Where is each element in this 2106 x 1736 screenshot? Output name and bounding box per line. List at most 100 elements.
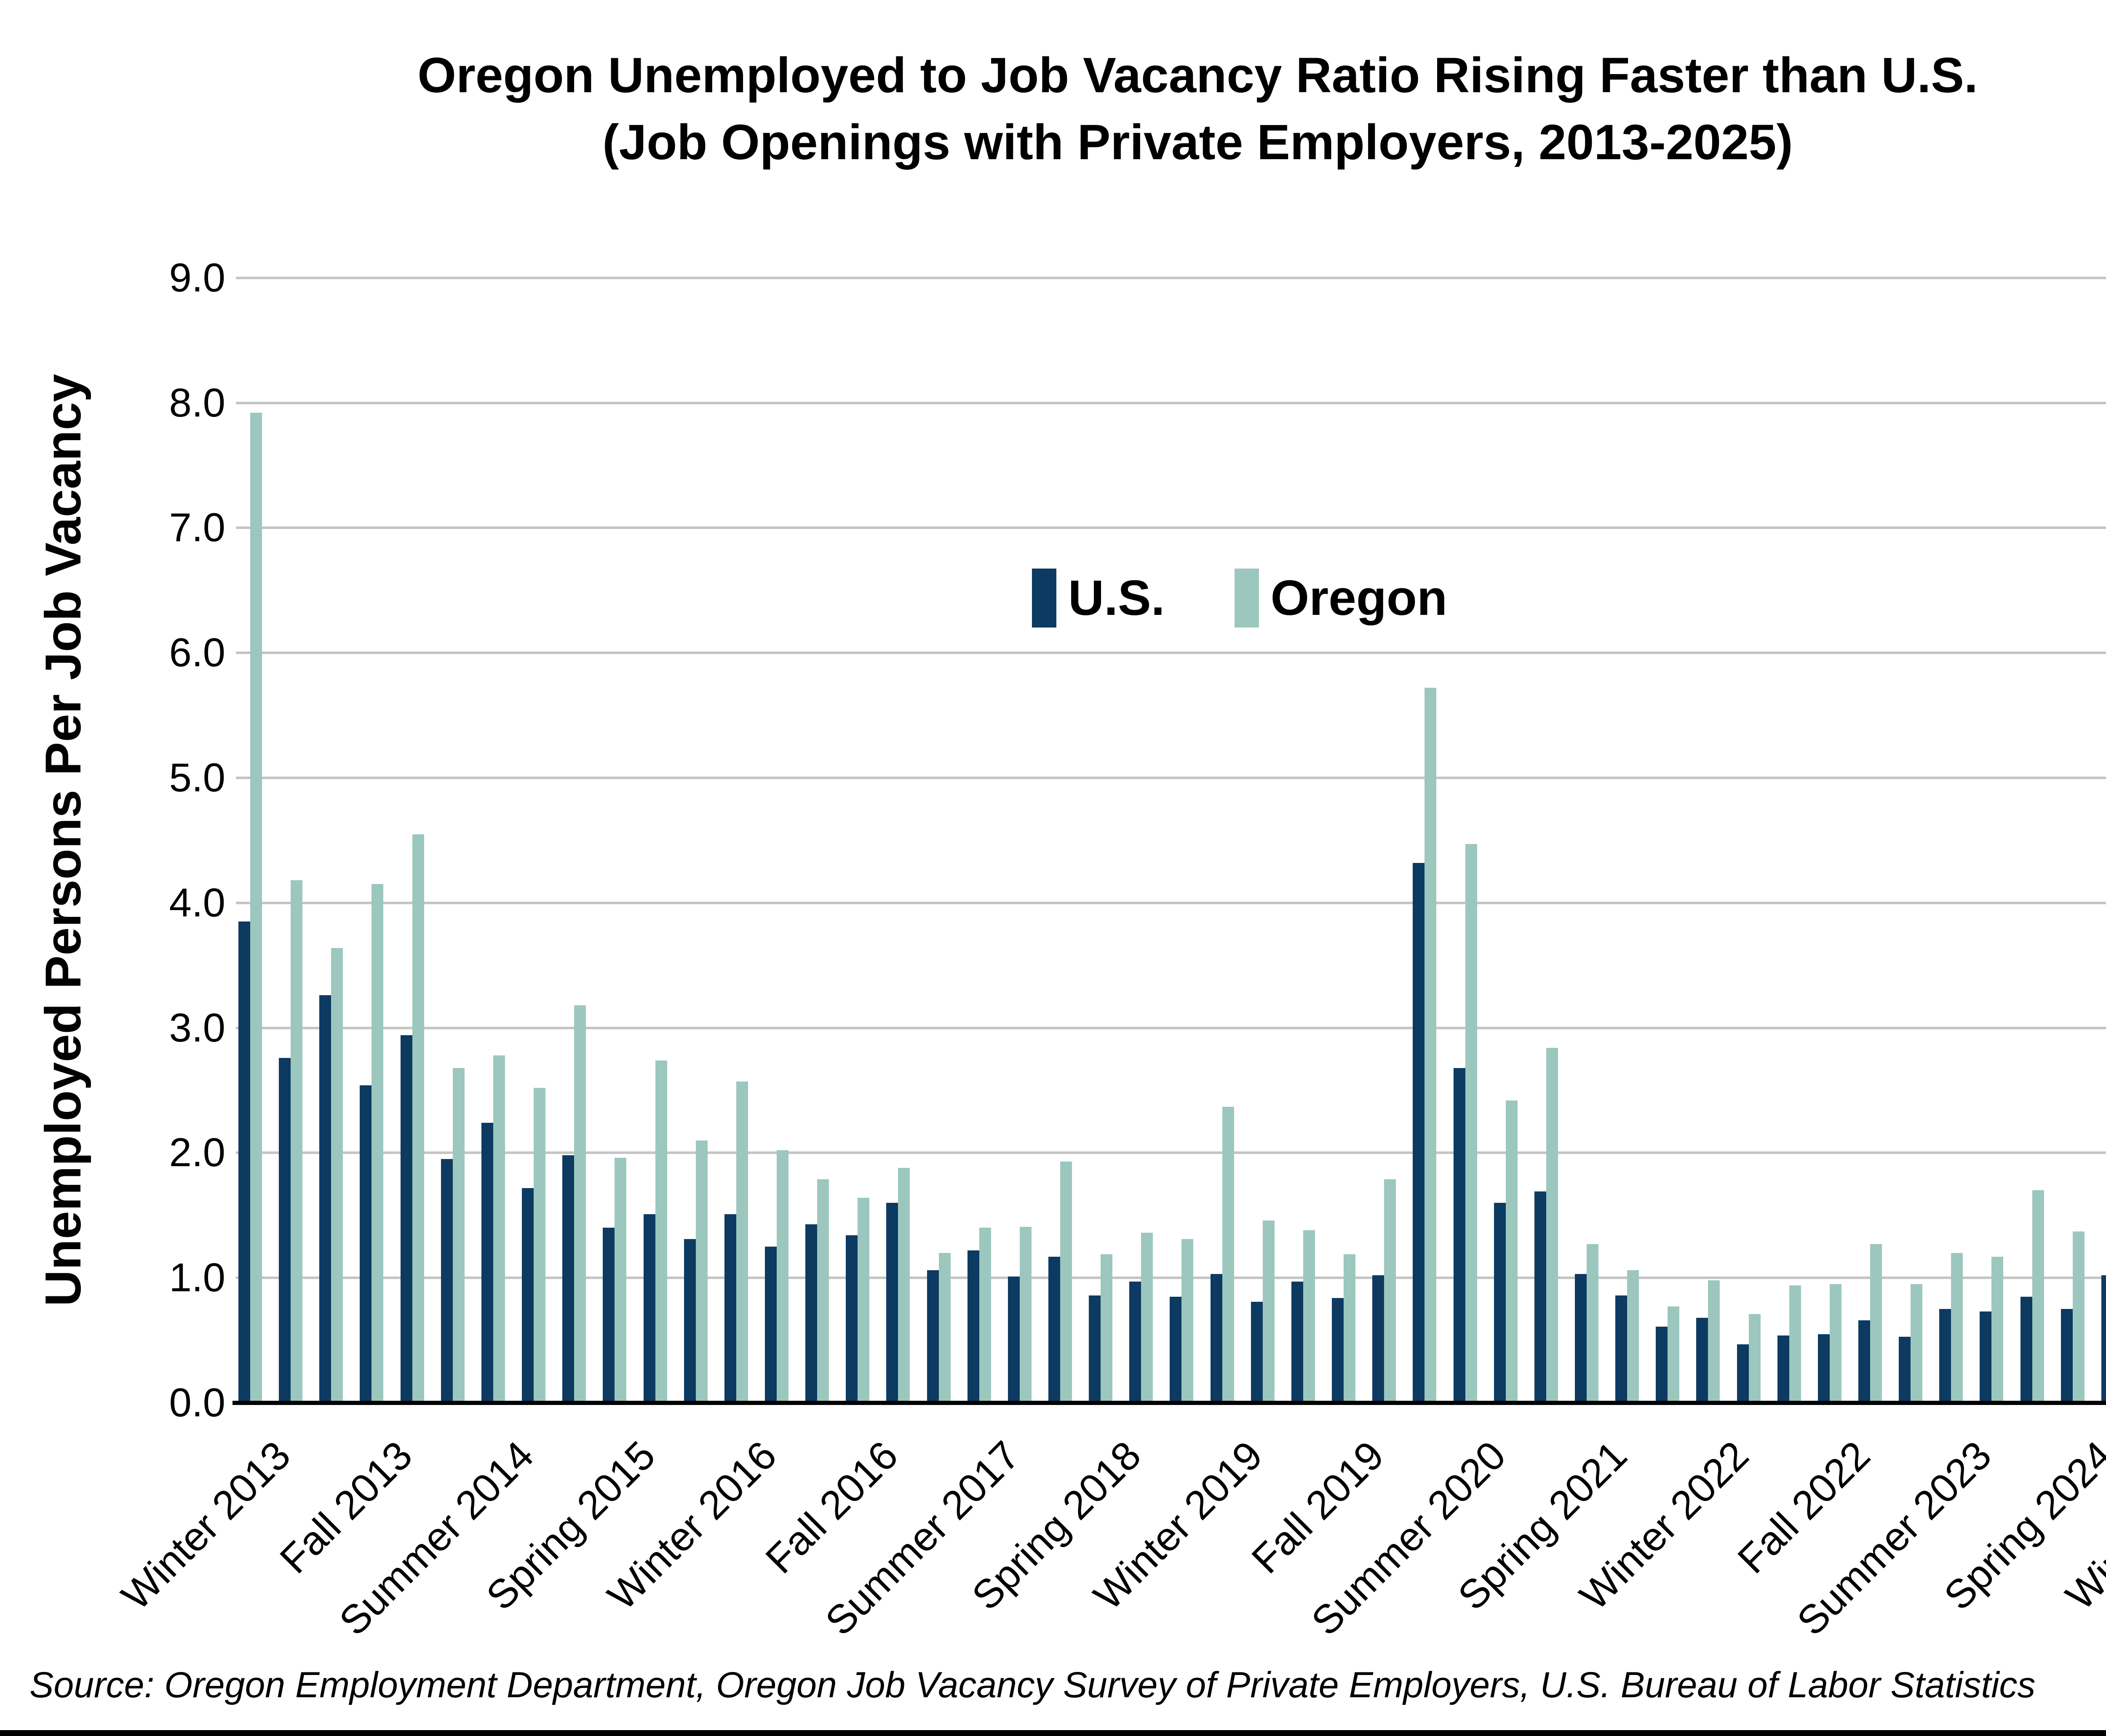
y-tick-label: 3.0 xyxy=(169,1005,225,1050)
bar-oregon xyxy=(1060,1162,1072,1403)
bar-us xyxy=(1817,1334,1830,1403)
bar-us xyxy=(238,921,250,1403)
bar-us xyxy=(1574,1274,1587,1403)
bar-oregon xyxy=(817,1179,829,1403)
gridline xyxy=(236,1277,2106,1279)
bar-us xyxy=(1980,1311,1992,1403)
us-series-swatch xyxy=(1032,569,1056,628)
bar-us xyxy=(562,1155,575,1403)
bar-oregon xyxy=(331,948,343,1403)
bar-us xyxy=(967,1250,979,1403)
chart-title: Oregon Unemployed to Job Vacancy Ratio R… xyxy=(0,42,2106,176)
bar-us xyxy=(684,1239,696,1403)
bar-us xyxy=(1939,1309,1951,1403)
y-tick-label: 1.0 xyxy=(169,1255,225,1301)
gridline xyxy=(236,652,2106,654)
bar-us xyxy=(1089,1295,1101,1403)
bar-us xyxy=(886,1203,898,1403)
bar-us xyxy=(1858,1320,1870,1403)
bar-us xyxy=(846,1235,858,1403)
bar-oregon xyxy=(1546,1048,1558,1403)
bar-us xyxy=(805,1224,818,1403)
bar-us xyxy=(1696,1318,1708,1403)
y-tick-label: 6.0 xyxy=(169,630,225,676)
bar-us xyxy=(481,1123,493,1403)
gridline xyxy=(236,276,2106,279)
bar-oregon xyxy=(776,1150,788,1403)
x-axis-line xyxy=(233,1401,2106,1405)
bar-us xyxy=(441,1159,453,1403)
bar-oregon xyxy=(1911,1284,1923,1403)
bar-us xyxy=(1453,1068,1465,1403)
gridline xyxy=(236,777,2106,779)
bar-us xyxy=(400,1035,412,1403)
bar-oregon xyxy=(1789,1285,1801,1403)
bar-oregon xyxy=(1708,1280,1720,1403)
bar-us xyxy=(1129,1282,1141,1403)
bar-oregon xyxy=(1748,1314,1761,1403)
gridline xyxy=(236,901,2106,904)
gridline xyxy=(236,401,2106,404)
bar-oregon xyxy=(493,1055,505,1403)
bar-us xyxy=(1656,1326,1668,1403)
y-tick-label: 4.0 xyxy=(169,880,225,925)
bar-oregon xyxy=(695,1140,708,1403)
legend: U.S. Oregon xyxy=(1032,569,1447,628)
oregon-series-swatch xyxy=(1234,569,1259,628)
bar-us xyxy=(2101,1275,2106,1403)
bar-us xyxy=(927,1270,939,1403)
bar-oregon xyxy=(1951,1253,1963,1403)
x-tick-label: Winter 2013 xyxy=(113,1432,299,1619)
bar-oregon xyxy=(1262,1220,1275,1403)
bar-us xyxy=(1332,1298,1344,1403)
legend-label-oregon: Oregon xyxy=(1270,570,1448,626)
bar-us xyxy=(1291,1282,1303,1403)
bar-oregon xyxy=(655,1060,667,1403)
bar-us xyxy=(1008,1277,1020,1403)
bar-us xyxy=(2020,1296,2032,1403)
y-tick-label: 2.0 xyxy=(169,1130,225,1175)
footer-bar xyxy=(0,1730,2106,1736)
bar-oregon xyxy=(1303,1230,1315,1403)
bar-us xyxy=(764,1247,777,1403)
bar-oregon xyxy=(1991,1256,2004,1403)
bar-oregon xyxy=(250,413,262,1403)
bar-us xyxy=(1777,1335,1789,1403)
bar-us xyxy=(1048,1256,1060,1403)
gridline xyxy=(236,1026,2106,1029)
source-note: Source: Oregon Employment Department, Or… xyxy=(29,1665,2036,1705)
legend-label-us: U.S. xyxy=(1068,570,1165,626)
chart-title-line1: Oregon Unemployed to Job Vacancy Ratio R… xyxy=(417,48,1978,103)
bar-oregon xyxy=(938,1253,951,1403)
bar-us xyxy=(1251,1301,1263,1403)
bar-us xyxy=(360,1085,372,1403)
bar-us xyxy=(724,1214,736,1403)
bar-us xyxy=(1170,1296,1182,1403)
y-tick-label: 8.0 xyxy=(169,380,225,425)
bar-oregon xyxy=(1222,1106,1234,1403)
bar-oregon xyxy=(1870,1244,1882,1403)
bar-oregon xyxy=(1505,1100,1518,1403)
y-tick-label: 0.0 xyxy=(169,1380,225,1425)
bar-oregon xyxy=(574,1005,586,1403)
bar-oregon xyxy=(1344,1254,1356,1403)
bar-oregon xyxy=(412,834,424,1403)
bar-us xyxy=(2061,1309,2073,1403)
bar-oregon xyxy=(534,1088,546,1403)
bar-oregon xyxy=(1141,1233,1153,1403)
bar-oregon xyxy=(1829,1284,1841,1403)
bar-us xyxy=(1372,1275,1384,1403)
bar-oregon xyxy=(898,1168,910,1403)
bar-us xyxy=(1615,1295,1628,1403)
bar-us xyxy=(1899,1336,1911,1403)
bar-oregon xyxy=(1627,1270,1639,1403)
bar-oregon xyxy=(2072,1231,2085,1403)
bar-us xyxy=(1737,1344,1749,1403)
legend-item-us: U.S. xyxy=(1032,569,1165,628)
bar-oregon xyxy=(452,1068,465,1403)
bar-us xyxy=(603,1228,615,1403)
bar-oregon xyxy=(1465,844,1477,1403)
bar-us xyxy=(522,1188,534,1403)
